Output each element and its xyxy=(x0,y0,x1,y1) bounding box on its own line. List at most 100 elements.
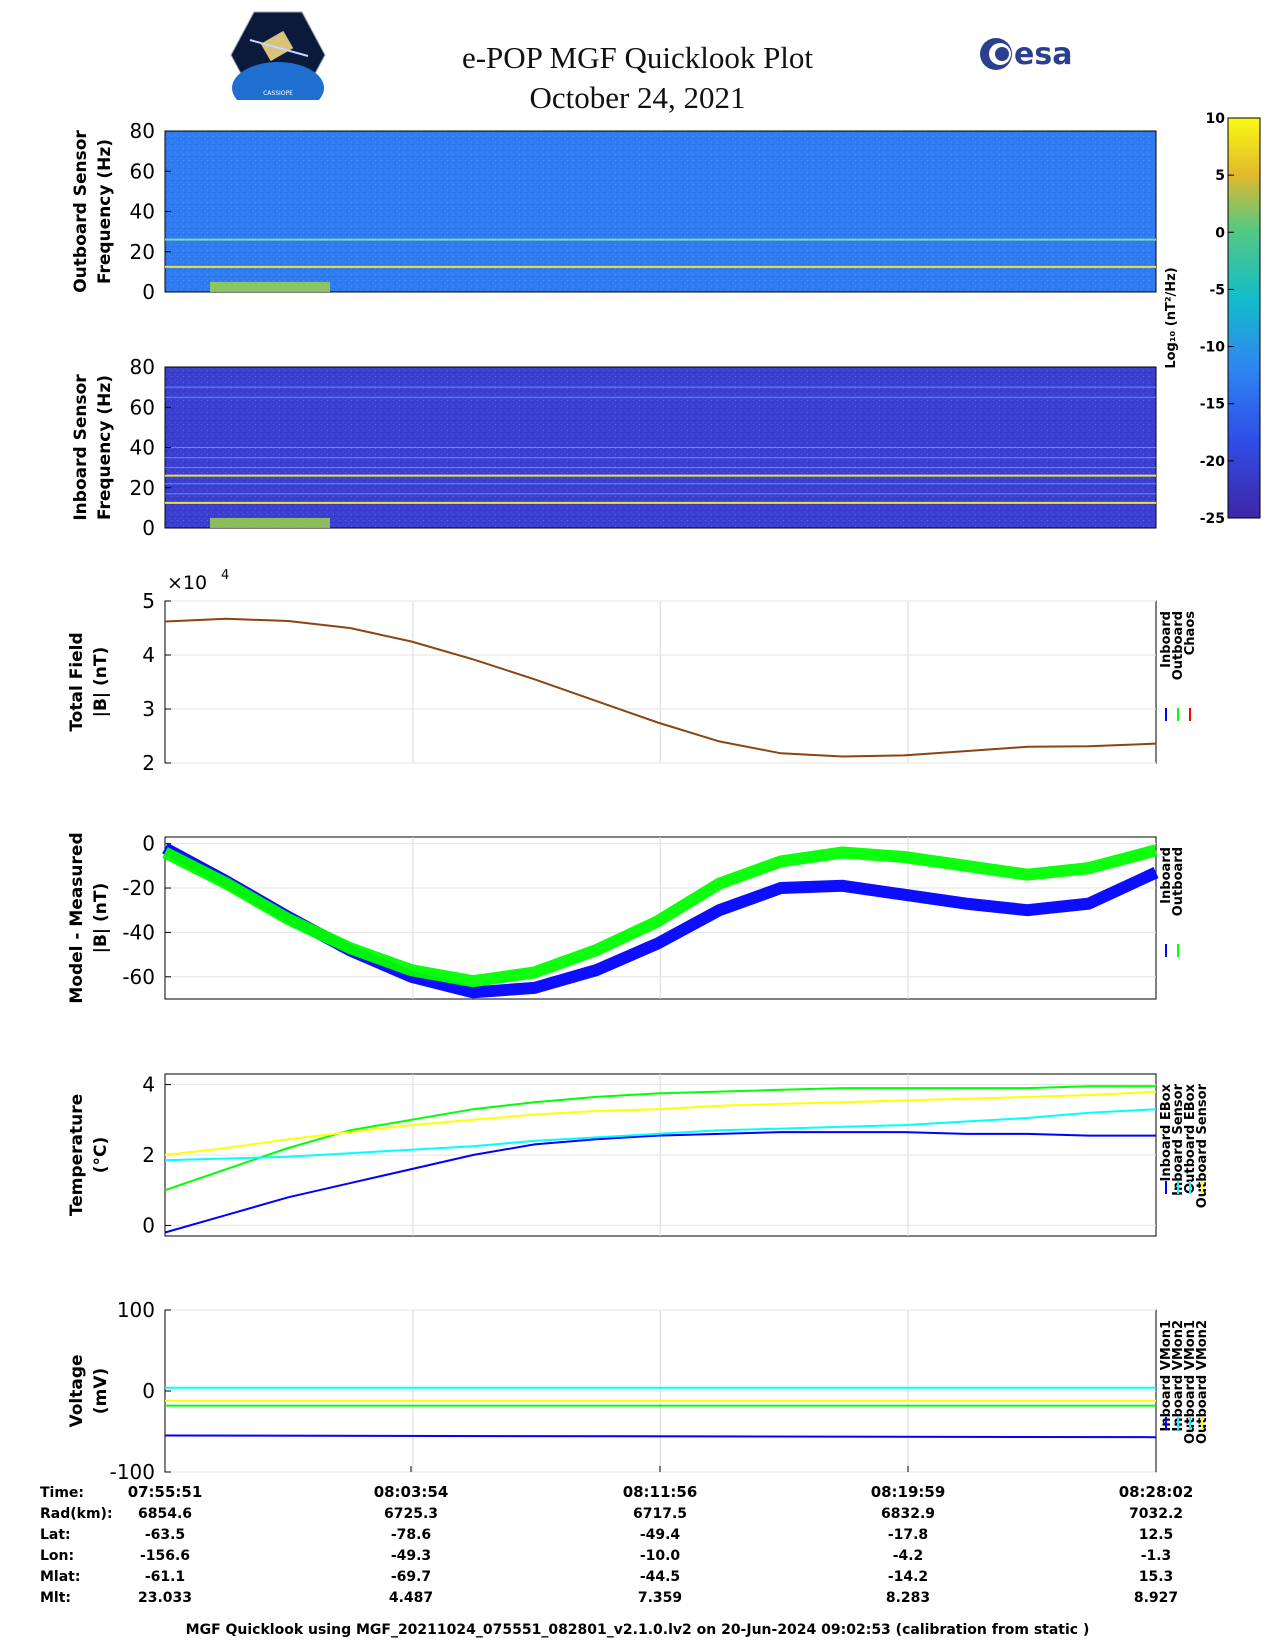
ephemeris-value: 08:28:02 xyxy=(1119,1483,1194,1501)
series-line xyxy=(164,1090,1157,1156)
ephemeris-table: Time: Rad(km): Lat: Lon: Mlat: Mlt: 07:55:51 68… xyxy=(40,1466,1193,1606)
plot-title: e-POP MGF Quicklook Plot xyxy=(461,40,814,75)
ephemeris-row-label: Rad(km): xyxy=(40,1506,113,1522)
cassiope-logo: CASSIOPE xyxy=(230,11,326,100)
y-axis-label: Temperature (°C) xyxy=(67,1094,111,1216)
ephemeris-value: 7.359 xyxy=(638,1590,682,1606)
series-line xyxy=(164,617,1157,758)
ephemeris-value: 8.927 xyxy=(1134,1590,1178,1606)
ephemeris-value: -14.2 xyxy=(888,1569,928,1585)
esa-logo: esa xyxy=(980,37,1072,72)
ephemeris-value: -69.7 xyxy=(391,1569,431,1585)
ephemeris-value: 15.3 xyxy=(1139,1569,1174,1585)
colorbar-tick-label: 10 xyxy=(1206,111,1226,127)
series-line xyxy=(164,1131,1156,1234)
ephemeris-value: -78.6 xyxy=(391,1527,431,1543)
y-axis-label-line2: Frequency (Hz) xyxy=(95,375,115,520)
footer-note: MGF Quicklook using MGF_20211024_075551_… xyxy=(185,1622,1090,1638)
legend-label: Outboard Sensor xyxy=(1195,1083,1210,1208)
esa-logo-text: esa xyxy=(1014,37,1072,72)
y-tick-label: 4 xyxy=(142,1073,155,1097)
legend-label: Outboard VMon1 xyxy=(1183,1320,1198,1444)
y-axis-label: Model - Measured |B| (nT) xyxy=(67,832,111,1003)
ephemeris-value: 07:55:51 xyxy=(128,1483,203,1501)
y-tick-label: 3 xyxy=(142,697,155,721)
low-frequency-activity xyxy=(210,517,330,528)
y-axis-label: Voltage (mV) xyxy=(67,1354,111,1427)
plot-date: October 24, 2021 xyxy=(529,80,746,115)
ephemeris-value: -61.1 xyxy=(145,1569,185,1585)
ephemeris-value: 08:11:56 xyxy=(623,1483,698,1501)
y-tick-label: 20 xyxy=(130,476,155,500)
colorbar-tick-label: -25 xyxy=(1200,511,1225,527)
ephemeris-row-label: Lon: xyxy=(40,1548,74,1564)
line-plot-2: 5 4 3 2 ×10 4 Total Field |B| (nT) InboardOutboa… xyxy=(67,568,1198,775)
legend-label: Outboard xyxy=(1171,847,1186,916)
y-tick-label: -40 xyxy=(122,920,155,944)
legend-label: Outboard xyxy=(1171,611,1186,680)
ephemeris-value: 6854.6 xyxy=(138,1506,192,1522)
y-axis-label-line2: |B| (nT) xyxy=(91,883,111,954)
legend-label: Inboard xyxy=(1159,611,1174,668)
colorbar-tick-label: 5 xyxy=(1215,168,1225,184)
ephemeris-value: -4.2 xyxy=(893,1548,924,1564)
y-axis-label-line1: Voltage xyxy=(67,1354,87,1427)
y-axis-label: Total Field |B| (nT) xyxy=(67,632,111,731)
ephemeris-value: 08:03:54 xyxy=(374,1483,449,1501)
y-axis-label-line1: Temperature xyxy=(67,1094,87,1216)
y-tick-label: 40 xyxy=(130,200,155,224)
inboard-spectrogram: 80 60 40 20 0 Inboard Sensor Frequency (Hz) xyxy=(71,355,1157,540)
ephemeris-value: -63.5 xyxy=(145,1527,185,1543)
ephemeris-value: 8.283 xyxy=(886,1590,930,1606)
outboard-spectrogram: 80 60 40 20 0 Outboard Sensor Frequency (Hz) xyxy=(71,119,1157,304)
y-tick-label: 60 xyxy=(130,159,155,183)
ephemeris-value: 6717.5 xyxy=(633,1506,687,1522)
y-axis-label-line2: |B| (nT) xyxy=(91,647,111,718)
y-tick-label: 2 xyxy=(142,1143,155,1167)
cassiope-logo-text: CASSIOPE xyxy=(263,90,293,97)
ephemeris-row-label: Mlat: xyxy=(40,1569,80,1585)
y-axis-label-line2: Frequency (Hz) xyxy=(95,139,115,284)
ephemeris-value: -10.0 xyxy=(640,1548,681,1564)
y-tick-label: -60 xyxy=(122,965,155,989)
y-axis-label-line1: Outboard Sensor xyxy=(71,130,91,293)
ephemeris-value: 12.5 xyxy=(1139,1527,1174,1543)
ephemeris-value: -49.3 xyxy=(391,1548,431,1564)
ephemeris-value: -1.3 xyxy=(1141,1548,1172,1564)
series-line xyxy=(162,844,1158,988)
legend-label: Inboard Sensor xyxy=(1171,1083,1186,1195)
colorbar-tick-label: -15 xyxy=(1200,397,1225,413)
colorbar-tick-label: -5 xyxy=(1209,282,1225,298)
legend-label: Chaos xyxy=(1183,611,1198,655)
y-axis-label-line1: Model - Measured xyxy=(67,832,87,1003)
ephemeris-value: 6832.9 xyxy=(881,1506,935,1522)
y-tick-label: -20 xyxy=(122,876,155,900)
colorbar: 10 5 0 -5 -10 -15 -20 -25 Log₁₀ (nT²/Hz) xyxy=(1164,111,1261,527)
y-tick-label: 0 xyxy=(142,1379,155,1403)
y-tick-label: 0 xyxy=(142,1213,155,1237)
colorbar-tick-label: 0 xyxy=(1215,225,1225,241)
series-line xyxy=(164,1085,1156,1192)
y-tick-label: 20 xyxy=(130,240,155,264)
colorbar-tick-label: -10 xyxy=(1200,340,1226,356)
colorbar-label: Log₁₀ (nT²/Hz) xyxy=(1164,267,1179,368)
y-axis-label: Inboard Sensor Frequency (Hz) xyxy=(71,374,115,521)
ephemeris-row-label: Lat: xyxy=(40,1527,71,1543)
colorbar-tick-label: -20 xyxy=(1200,454,1226,470)
ephemeris-value: 23.033 xyxy=(138,1590,192,1606)
ephemeris-value: -17.8 xyxy=(888,1527,928,1543)
y-tick-label: 80 xyxy=(130,119,155,143)
series-line xyxy=(164,1434,1157,1439)
line-plot-3: 0 -20 -40 -60 Model - Measured |B| (nT) Inboar… xyxy=(67,832,1186,1004)
y-tick-label: 80 xyxy=(130,355,155,379)
y-axis-label-line2: (mV) xyxy=(91,1368,111,1414)
ephemeris-value: -44.5 xyxy=(640,1569,680,1585)
legend-label: Inboard VMon1 xyxy=(1159,1320,1174,1432)
ephemeris-row-label: Mlt: xyxy=(40,1590,71,1606)
line-plot-5: 100 0 -100 Voltage (mV) Inboard VMon1Inboard … xyxy=(67,1298,1210,1484)
y-tick-label: 40 xyxy=(130,436,155,460)
y-axis-label-line2: (°C) xyxy=(91,1137,111,1174)
